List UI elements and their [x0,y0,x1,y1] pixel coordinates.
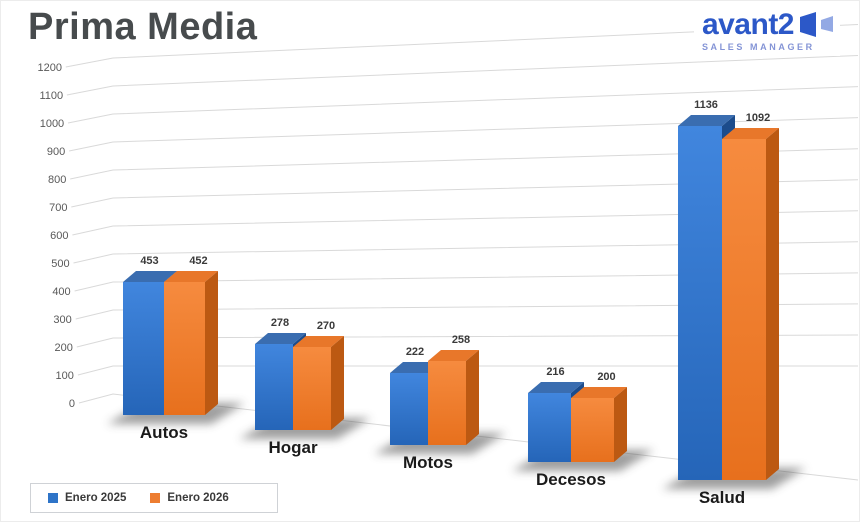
svg-text:1136: 1136 [694,99,718,111]
bar-group-decesos [512,382,654,471]
bar-hogar-enero-2025[interactable] [255,344,293,430]
svg-text:800: 800 [48,174,66,186]
category-label-decesos: Decesos [536,470,606,489]
legend-label-enero-2026: Enero 2026 [167,492,229,504]
svg-text:1100: 1100 [39,90,63,102]
svg-text:500: 500 [51,258,69,270]
category-label-motos: Motos [403,453,453,472]
bar-autos-enero-2025[interactable] [123,282,164,415]
svg-text:258: 258 [452,334,470,346]
chart-legend: Enero 2025 Enero 2026 [30,483,278,513]
svg-text:216: 216 [546,366,564,378]
logo-book-icon [800,12,833,37]
avant2-logo: avant2 SALES MANAGER [693,8,840,56]
svg-text:453: 453 [140,255,158,267]
svg-text:200: 200 [54,342,72,354]
svg-text:452: 452 [189,255,207,267]
svg-text:600: 600 [50,230,68,242]
logo-tagline: SALES MANAGER [701,42,815,52]
bar-group-salud [662,115,806,489]
data-labels: 453 452 278 270 222 258 216 200 1136 1092 [140,99,770,383]
category-label-hogar: Hogar [268,438,318,457]
bar-decesos-enero-2025[interactable] [528,393,571,462]
svg-text:1200: 1200 [38,62,62,74]
svg-text:900: 900 [47,146,65,158]
bar-salud-enero-2025[interactable] [678,126,722,480]
legend-swatch-enero-2026 [150,493,161,503]
svg-text:300: 300 [53,314,71,326]
legend-item-enero-2025[interactable]: Enero 2025 [48,492,126,504]
svg-text:100: 100 [56,370,74,382]
svg-text:278: 278 [271,317,289,329]
bars [107,115,806,489]
legend-item-enero-2026[interactable]: Enero 2026 [150,492,229,504]
y-axis-labels: 0 100 200 300 400 500 600 700 800 900 1000 1100 1200 [38,62,75,410]
bar-autos-enero-2026[interactable] [164,282,205,415]
bar-hogar-enero-2026[interactable] [293,347,331,430]
bar-motos-enero-2025[interactable] [390,373,428,445]
category-label-salud: Salud [699,488,745,507]
logo-brand-text: avant2 [701,8,795,41]
page-title: Prima Media [28,6,268,49]
svg-text:1092: 1092 [746,112,770,124]
svg-text:200: 200 [597,371,615,383]
svg-text:400: 400 [52,286,70,298]
bar-motos-enero-2026[interactable] [428,361,466,445]
bar-group-motos [374,350,506,454]
svg-text:0: 0 [69,398,75,410]
svg-text:700: 700 [49,202,67,214]
bar-salud-enero-2026[interactable] [722,139,766,480]
gridlines [65,24,859,481]
svg-text:222: 222 [406,346,424,358]
bar-decesos-enero-2026[interactable] [571,398,614,462]
category-labels: Autos Hogar Motos Decesos Salud [140,423,745,507]
bar-group-hogar [239,333,371,439]
svg-text:1000: 1000 [40,118,64,130]
bar-group-autos [107,271,245,424]
category-label-autos: Autos [140,423,188,442]
legend-label-enero-2025: Enero 2025 [65,492,127,504]
legend-swatch-enero-2025 [48,493,58,503]
svg-text:270: 270 [317,320,335,332]
